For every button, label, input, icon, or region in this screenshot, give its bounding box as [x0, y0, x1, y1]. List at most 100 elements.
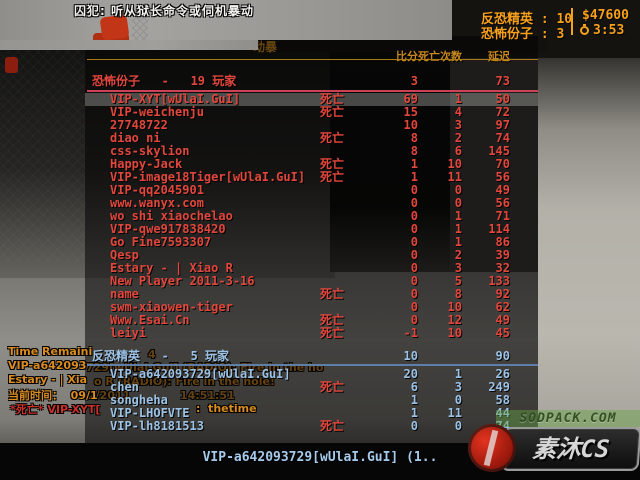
player-deaths: 0	[454, 196, 462, 210]
player-row: leiyi 死亡 -1 10 45	[85, 327, 538, 340]
objective-hint-text: 囚犯: 听从狱长命令或伺机暴动	[74, 4, 254, 18]
ct-score-label: 反恐精英 : 10	[481, 12, 573, 27]
dead-label: 死亡	[320, 131, 345, 145]
player-row: VIP-image18Tiger[wUlaI.GuI] 死亡 1 11 56	[85, 171, 538, 184]
stopwatch-icon	[580, 24, 589, 35]
team-name: 恐怖份子 - 19 玩家	[92, 74, 237, 88]
player-name: Go Fine7593307	[110, 235, 212, 249]
player-score: 1	[410, 157, 418, 171]
player-deaths: 1	[454, 209, 462, 223]
prisoner-head	[113, 6, 124, 17]
player-score: 1	[410, 406, 418, 420]
player-row: swm-xiaowen-tiger 0 10 62	[85, 301, 538, 314]
player-score: 0	[410, 419, 418, 433]
player-score: 0	[410, 300, 418, 314]
player-latency: 49	[495, 183, 510, 197]
player-name: songheha	[110, 393, 168, 407]
fence-texture	[0, 50, 86, 262]
player-row: Qesp 0 2 39	[85, 249, 538, 262]
player-deaths: 12	[447, 313, 462, 327]
player-score: 0	[410, 261, 418, 275]
player-name: VIP-a642093729[wUlaI.GuI]	[110, 367, 291, 381]
player-name: VIP-qwe917838420	[110, 222, 226, 236]
player-name: leiyi	[110, 326, 147, 340]
player-row: Estary - | Xiao R 0 3 32	[85, 262, 538, 275]
player-latency: 74	[495, 131, 510, 145]
scene-right-wall	[538, 40, 640, 448]
watermark-mouse-icon	[468, 424, 516, 472]
team-name: 反恐精英 - 5 玩家	[92, 349, 230, 363]
player-latency: 45	[495, 326, 510, 340]
player-row: VIP-qq2045901 0 0 49	[85, 184, 538, 197]
player-row: Www.Esai.Cn 死亡 0 12 49	[85, 314, 538, 327]
player-name: Happy-Jack	[110, 157, 183, 171]
player-name: wo shi xiaochelao	[110, 209, 233, 223]
player-deaths: 8	[454, 287, 462, 301]
player-score: 1	[410, 170, 418, 184]
chat-message-fragment: *死亡* VIP-XYT[	[10, 403, 101, 416]
player-score: 0	[410, 196, 418, 210]
player-name: css-skylion	[110, 144, 190, 158]
player-latency: 86	[495, 235, 510, 249]
dead-label: 死亡	[320, 326, 345, 340]
player-score: -1	[403, 326, 418, 340]
player-score: 0	[410, 183, 418, 197]
player-row: css-skylion 8 6 145	[85, 145, 538, 158]
watermark-logo-badge: 素沐CS	[500, 427, 640, 471]
player-row: diao ni 死亡 8 2 74	[85, 132, 538, 145]
player-name: swm-xiaowen-tiger	[110, 300, 233, 314]
player-latency: 39	[495, 248, 510, 262]
terrorist-separator-line	[87, 90, 538, 92]
player-score: 6	[410, 380, 418, 394]
player-name: 27748722	[110, 118, 168, 132]
player-latency: 56	[495, 170, 510, 184]
player-deaths: 0	[454, 183, 462, 197]
player-name: name	[110, 287, 139, 301]
player-name: chen	[110, 380, 139, 394]
player-latency: 97	[495, 118, 510, 132]
spectated-player-name: VIP-a642093729[wUlaI.GuI] (1..	[202, 450, 438, 465]
player-deaths: 1	[454, 367, 462, 381]
fence-texture	[132, 5, 148, 49]
header-separator-line	[87, 59, 538, 60]
player-row: www.wanyx.com 0 0 56	[85, 197, 538, 210]
player-deaths: 10	[447, 326, 462, 340]
player-latency: 71	[495, 209, 510, 223]
player-deaths: 11	[447, 406, 462, 420]
dead-label: 死亡	[320, 92, 345, 106]
player-name: VIP-XYT[wUlaI.GuI]	[110, 92, 241, 106]
player-row: Happy-Jack 死亡 1 10 70	[85, 158, 538, 171]
team-latency: 90	[495, 349, 510, 363]
scoreboard-panel: 动暴 比分 死亡次数 延迟 恐怖份子 - 19 玩家 3 73 VIP-XYT[…	[85, 36, 538, 445]
player-row: VIP-weichenju 死亡 15 4 72	[85, 106, 538, 119]
player-deaths: 1	[454, 222, 462, 236]
player-latency: 133	[488, 274, 510, 288]
player-name: Qesp	[110, 248, 139, 262]
player-score: 69	[403, 92, 418, 106]
chat-message-fragment: : thetime	[196, 402, 257, 415]
team-score: 10	[403, 349, 418, 363]
player-deaths: 10	[447, 300, 462, 314]
dead-label: 死亡	[320, 380, 345, 394]
column-header-deaths: 死亡次数	[418, 50, 462, 63]
player-latency: 32	[495, 261, 510, 275]
player-row: songheha 1 0 58	[85, 394, 538, 407]
player-score: 0	[410, 222, 418, 236]
player-row: VIP-XYT[wUlaI.GuI] 死亡 69 1 50	[85, 93, 538, 106]
ct-team-header: 反恐精英 - 5 玩家 10 90	[92, 350, 538, 363]
player-deaths: 10	[447, 157, 462, 171]
player-deaths: 2	[454, 131, 462, 145]
player-deaths: 1	[454, 92, 462, 106]
player-latency: 145	[488, 144, 510, 158]
player-name: Estary - | Xiao R	[110, 261, 233, 275]
dead-label: 死亡	[320, 419, 345, 433]
player-deaths: 3	[454, 380, 462, 394]
player-name: Www.Esai.Cn	[110, 313, 190, 327]
column-header-score: 比分	[396, 50, 418, 63]
player-name: New Player 2011-3-16	[110, 274, 255, 288]
player-latency: 72	[495, 105, 510, 119]
player-latency: 92	[495, 287, 510, 301]
t-score-label: 恐怖份子 : 3	[481, 27, 565, 42]
chat-message-fragment: Time Remaini	[8, 345, 93, 358]
